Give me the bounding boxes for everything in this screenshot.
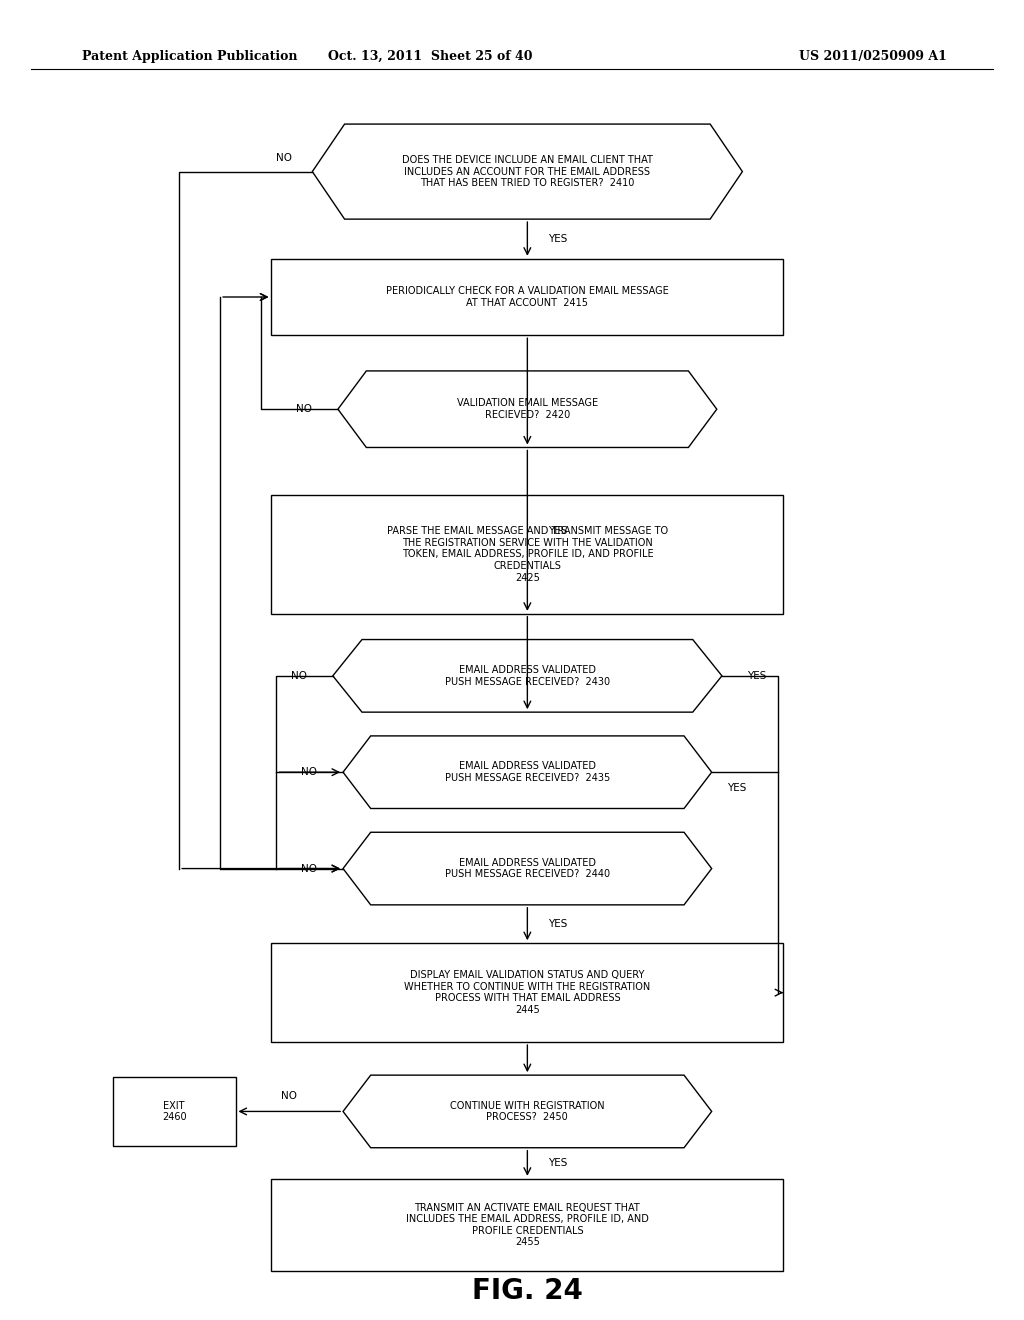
Text: YES: YES bbox=[549, 525, 567, 536]
Text: CONTINUE WITH REGISTRATION
PROCESS?  2450: CONTINUE WITH REGISTRATION PROCESS? 2450 bbox=[450, 1101, 605, 1122]
Text: NO: NO bbox=[301, 767, 317, 777]
Text: YES: YES bbox=[549, 1158, 567, 1168]
Polygon shape bbox=[338, 371, 717, 447]
Text: YES: YES bbox=[727, 783, 746, 793]
Text: NO: NO bbox=[301, 863, 317, 874]
Polygon shape bbox=[312, 124, 742, 219]
Text: Patent Application Publication: Patent Application Publication bbox=[82, 50, 297, 63]
Text: NO: NO bbox=[291, 671, 307, 681]
Text: DOES THE DEVICE INCLUDE AN EMAIL CLIENT THAT
INCLUDES AN ACCOUNT FOR THE EMAIL A: DOES THE DEVICE INCLUDE AN EMAIL CLIENT … bbox=[402, 154, 652, 189]
Text: PARSE THE EMAIL MESSAGE AND TRANSMIT MESSAGE TO
THE REGISTRATION SERVICE WITH TH: PARSE THE EMAIL MESSAGE AND TRANSMIT MES… bbox=[387, 527, 668, 582]
Text: YES: YES bbox=[748, 671, 767, 681]
Text: FIG. 24: FIG. 24 bbox=[472, 1276, 583, 1305]
FancyBboxPatch shape bbox=[113, 1077, 236, 1146]
Text: PERIODICALLY CHECK FOR A VALIDATION EMAIL MESSAGE
AT THAT ACCOUNT  2415: PERIODICALLY CHECK FOR A VALIDATION EMAI… bbox=[386, 286, 669, 308]
Text: YES: YES bbox=[549, 234, 567, 244]
Text: EMAIL ADDRESS VALIDATED
PUSH MESSAGE RECEIVED?  2430: EMAIL ADDRESS VALIDATED PUSH MESSAGE REC… bbox=[444, 665, 610, 686]
Text: EMAIL ADDRESS VALIDATED
PUSH MESSAGE RECEIVED?  2435: EMAIL ADDRESS VALIDATED PUSH MESSAGE REC… bbox=[444, 762, 610, 783]
Text: NO: NO bbox=[282, 1090, 297, 1101]
Text: DISPLAY EMAIL VALIDATION STATUS AND QUERY
WHETHER TO CONTINUE WITH THE REGISTRAT: DISPLAY EMAIL VALIDATION STATUS AND QUER… bbox=[404, 970, 650, 1015]
Polygon shape bbox=[343, 1074, 712, 1147]
Text: NO: NO bbox=[296, 404, 312, 414]
Text: EXIT
2460: EXIT 2460 bbox=[162, 1101, 186, 1122]
Text: EMAIL ADDRESS VALIDATED
PUSH MESSAGE RECEIVED?  2440: EMAIL ADDRESS VALIDATED PUSH MESSAGE REC… bbox=[444, 858, 610, 879]
FancyBboxPatch shape bbox=[271, 942, 783, 1043]
Text: US 2011/0250909 A1: US 2011/0250909 A1 bbox=[799, 50, 946, 63]
Polygon shape bbox=[343, 737, 712, 808]
Text: TRANSMIT AN ACTIVATE EMAIL REQUEST THAT
INCLUDES THE EMAIL ADDRESS, PROFILE ID, : TRANSMIT AN ACTIVATE EMAIL REQUEST THAT … bbox=[406, 1203, 649, 1247]
Text: Oct. 13, 2011  Sheet 25 of 40: Oct. 13, 2011 Sheet 25 of 40 bbox=[328, 50, 532, 63]
Text: NO: NO bbox=[275, 153, 292, 164]
FancyBboxPatch shape bbox=[271, 495, 783, 614]
Polygon shape bbox=[343, 832, 712, 906]
FancyBboxPatch shape bbox=[271, 1179, 783, 1271]
Text: VALIDATION EMAIL MESSAGE
RECIEVED?  2420: VALIDATION EMAIL MESSAGE RECIEVED? 2420 bbox=[457, 399, 598, 420]
Text: YES: YES bbox=[549, 919, 567, 929]
Polygon shape bbox=[333, 640, 722, 713]
FancyBboxPatch shape bbox=[271, 259, 783, 335]
